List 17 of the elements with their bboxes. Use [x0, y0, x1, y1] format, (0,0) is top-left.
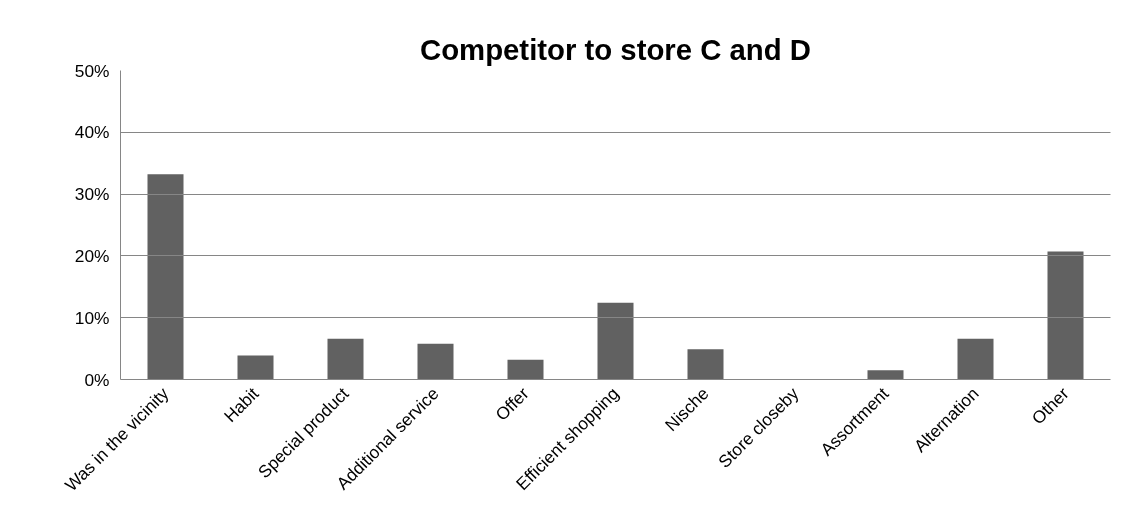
bar	[597, 302, 634, 380]
bar	[687, 349, 724, 380]
bar	[327, 338, 364, 380]
bar	[1047, 251, 1084, 380]
bar	[417, 343, 454, 380]
y-tick-label: 50%	[74, 60, 110, 81]
bar	[147, 174, 184, 380]
y-tick-label: 0%	[84, 369, 110, 390]
y-tick-label: 20%	[74, 245, 110, 266]
bar	[867, 370, 904, 380]
bar	[237, 355, 274, 380]
y-tick-label: 30%	[74, 184, 110, 205]
chart-title: Competitor to store C and D	[419, 32, 812, 66]
bar	[507, 359, 544, 380]
y-tick-label: 40%	[74, 122, 110, 143]
y-tick-label: 10%	[74, 307, 110, 328]
bar	[957, 338, 994, 380]
